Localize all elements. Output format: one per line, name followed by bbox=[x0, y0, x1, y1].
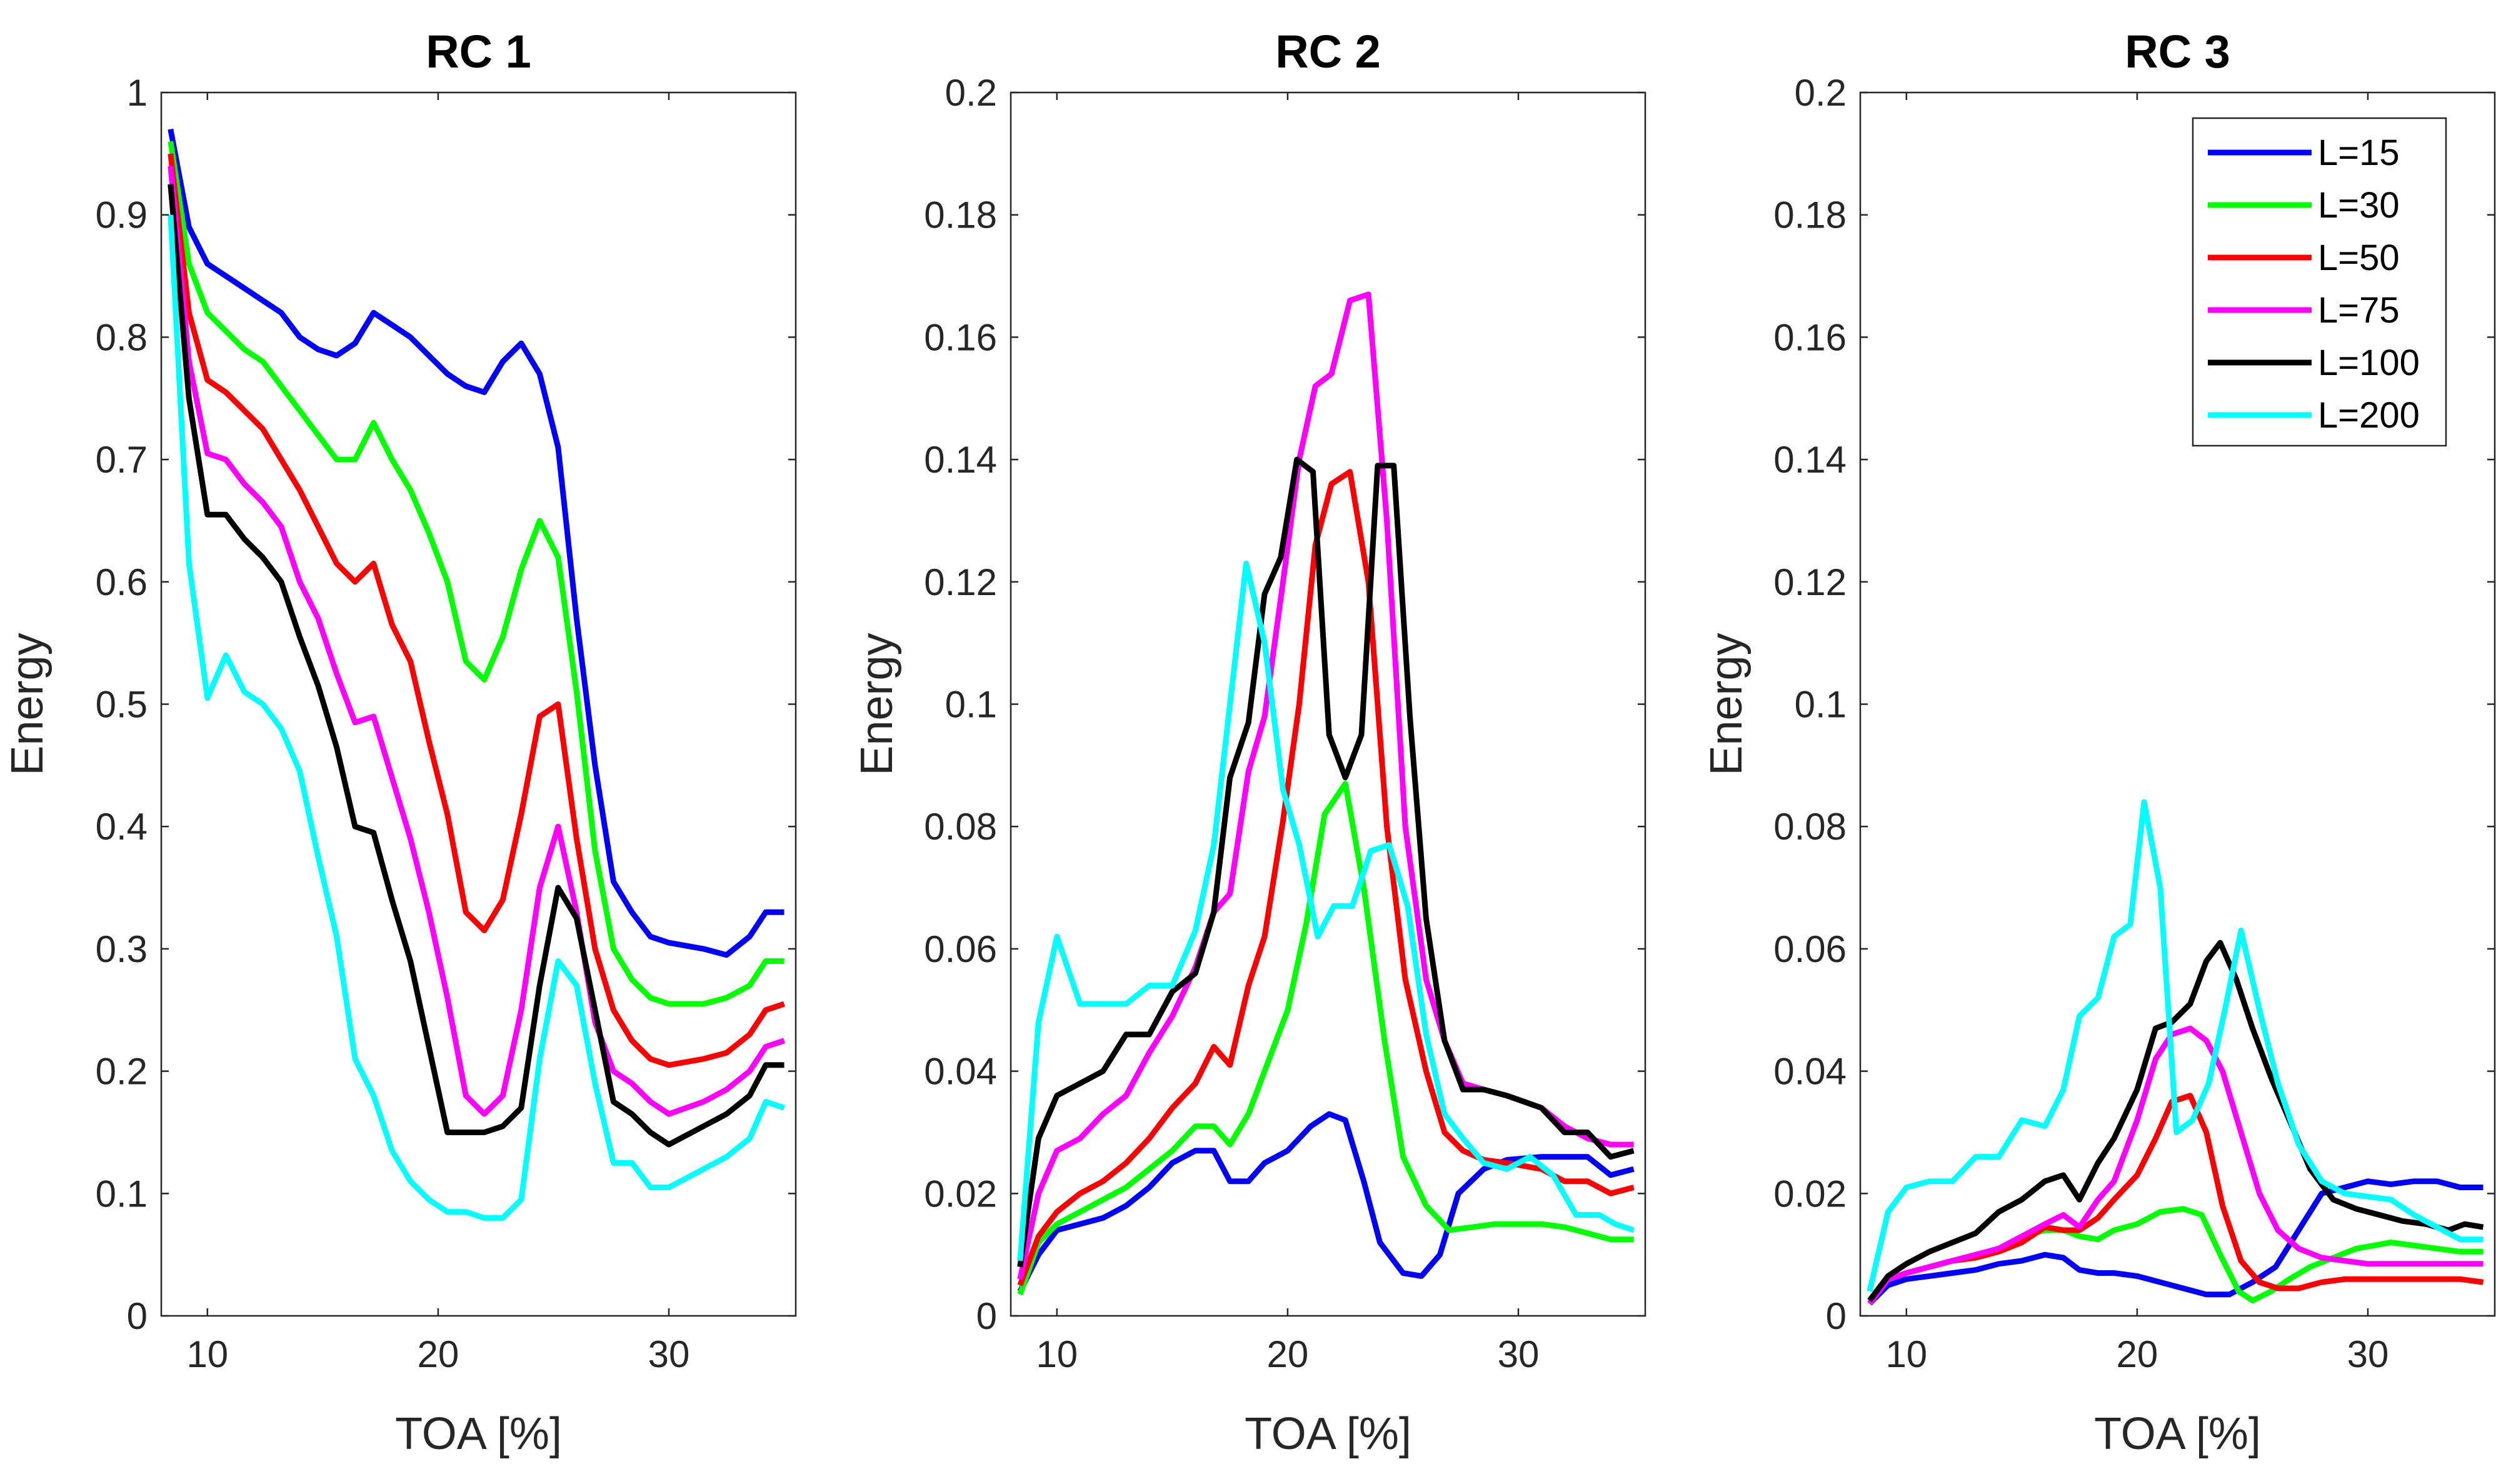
y-tick-label: 0.6 bbox=[96, 561, 148, 603]
y-tick-label: 0.1 bbox=[945, 684, 997, 726]
y-tick-label: 0.06 bbox=[1773, 928, 1847, 970]
x-tick-label: 30 bbox=[2347, 1333, 2389, 1375]
y-tick-label: 0.2 bbox=[945, 72, 997, 114]
y-tick-label: 0 bbox=[976, 1295, 997, 1337]
y-tick-label: 0.2 bbox=[1795, 72, 1847, 114]
panel-rc3: 0 0.02 0.04 0.06 0.08 0.1 0.12 0.14 0.16 0.18 0.2 1… bbox=[1702, 26, 2496, 1459]
y-tick-label: 1 bbox=[127, 72, 148, 114]
y-tick-label: 0.3 bbox=[96, 928, 148, 970]
x-axis-label: TOA [%] bbox=[395, 1409, 562, 1459]
panel-rc2: 0 0.02 0.04 0.06 0.08 0.1 0.12 0.14 0.16 0.18 0.2 1… bbox=[852, 26, 1646, 1459]
x-tick-label: 20 bbox=[418, 1333, 459, 1375]
y-tick-label: 0.8 bbox=[96, 316, 148, 358]
y-tick-label: 0.08 bbox=[924, 806, 997, 848]
y-tick-label: 0.14 bbox=[924, 439, 997, 481]
series-line-l-15 bbox=[1867, 1178, 2483, 1306]
x-tick-label: 20 bbox=[2117, 1333, 2158, 1375]
y-tick-label: 0.2 bbox=[96, 1051, 148, 1093]
series-line-l-30 bbox=[1017, 781, 1634, 1296]
y-tick-label: 0.02 bbox=[924, 1173, 997, 1215]
x-tick-label: 10 bbox=[1885, 1333, 1927, 1375]
series-line-l-15 bbox=[168, 128, 784, 958]
y-tick-label: 0 bbox=[1826, 1295, 1847, 1337]
x-tick-label: 30 bbox=[648, 1333, 690, 1375]
y-tick-label: 0.1 bbox=[1795, 684, 1847, 726]
legend-label: L=100 bbox=[2318, 343, 2420, 383]
series-line-l-30 bbox=[168, 141, 784, 1007]
legend: L=15 L=30 L=50 L=75 L=100 L=200 bbox=[2192, 117, 2447, 447]
series-line-l-100 bbox=[1017, 456, 1635, 1268]
series-line-l-75 bbox=[1017, 291, 1634, 1280]
legend-label: L=15 bbox=[2318, 133, 2400, 173]
series-line-l-200 bbox=[1017, 560, 1635, 1261]
y-tick-label: 0.08 bbox=[1773, 806, 1847, 848]
y-tick-label: 0.5 bbox=[96, 684, 148, 726]
y-tick-label: 0.04 bbox=[1773, 1051, 1847, 1093]
y-tick-label: 0.16 bbox=[1773, 316, 1847, 358]
legend-label: L=50 bbox=[2318, 238, 2400, 278]
x-axis-label: TOA [%] bbox=[1245, 1409, 1411, 1459]
y-tick-label: 0.18 bbox=[924, 194, 997, 236]
x-tick-label: 30 bbox=[1498, 1333, 1540, 1375]
y-tick-label: 0.4 bbox=[96, 806, 148, 848]
series-line-l-200 bbox=[1867, 799, 2483, 1292]
panel-title: RC 1 bbox=[426, 26, 531, 78]
y-axis-label: Energy bbox=[3, 633, 53, 775]
x-tick-label: 10 bbox=[1036, 1333, 1078, 1375]
legend-box bbox=[2192, 117, 2447, 447]
x-tick-label: 10 bbox=[186, 1333, 228, 1375]
y-axis-label: Energy bbox=[852, 633, 902, 775]
y-tick-label: 0.06 bbox=[924, 928, 997, 970]
legend-label: L=30 bbox=[2318, 185, 2400, 226]
series-line-l-100 bbox=[1867, 940, 2484, 1303]
legend-label: L=75 bbox=[2318, 290, 2400, 331]
x-axis-label: TOA [%] bbox=[2094, 1409, 2261, 1459]
y-tick-label: 0.12 bbox=[1773, 561, 1847, 603]
panel-rc1: 0 0.1 0.2 0.3 0.4 0.5 0.6 0.7 0.8 0.9 1 10 20 30 RC 1 T… bbox=[3, 26, 797, 1459]
y-tick-label: 0.9 bbox=[96, 194, 148, 236]
y-tick-label: 0 bbox=[127, 1295, 148, 1337]
series-line-l-50 bbox=[168, 153, 785, 1068]
series-line-l-200 bbox=[168, 214, 785, 1221]
y-tick-label: 0.18 bbox=[1773, 194, 1847, 236]
y-tick-label: 0.7 bbox=[96, 439, 148, 481]
x-tick-label: 20 bbox=[1267, 1333, 1309, 1375]
series-line-l-15 bbox=[1017, 1111, 1635, 1293]
y-tick-label: 0.02 bbox=[1773, 1173, 1847, 1215]
y-tick-label: 0.16 bbox=[924, 316, 997, 358]
panel-title: RC 2 bbox=[1275, 26, 1381, 78]
y-axis-label: Energy bbox=[1702, 633, 1752, 775]
legend-label: L=200 bbox=[2318, 395, 2420, 436]
series-line-l-75 bbox=[168, 165, 785, 1117]
y-tick-label: 0.1 bbox=[96, 1173, 148, 1215]
y-tick-label: 0.04 bbox=[924, 1051, 997, 1093]
y-tick-label: 0.12 bbox=[924, 561, 997, 603]
y-tick-label: 0.14 bbox=[1773, 439, 1847, 481]
series-line-l-100 bbox=[168, 184, 784, 1148]
panel-title: RC 3 bbox=[2125, 26, 2230, 78]
